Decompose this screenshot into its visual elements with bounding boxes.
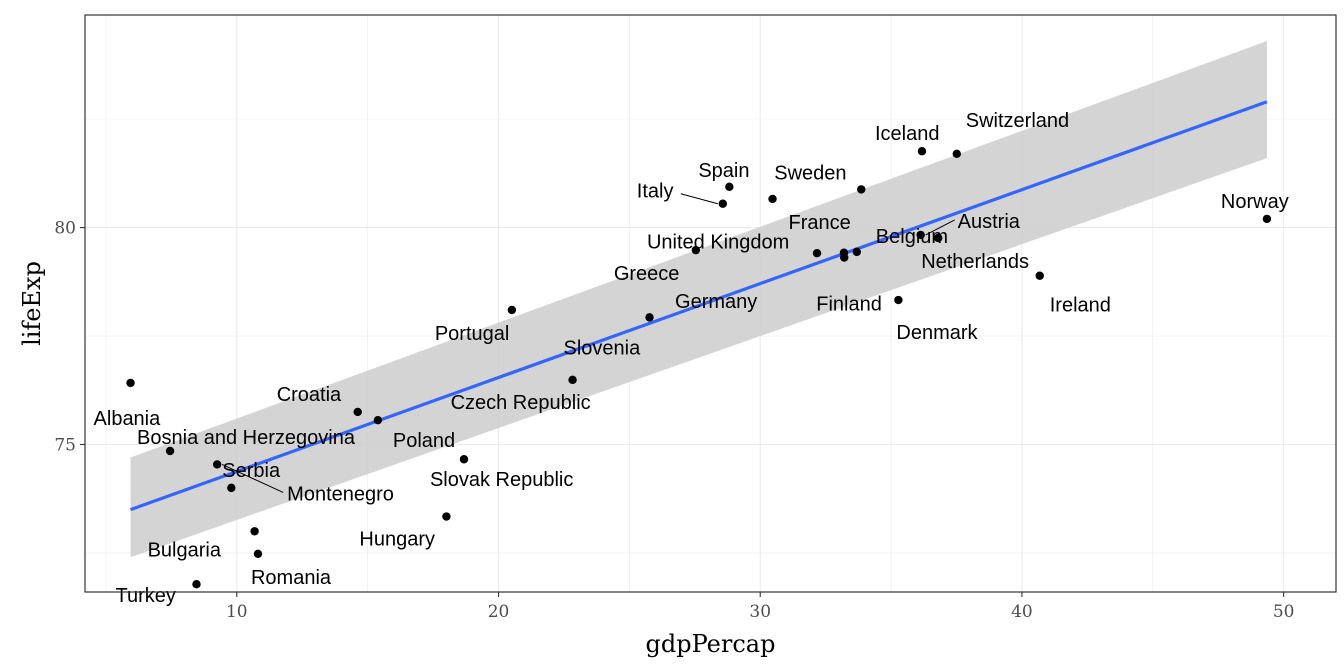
point-label: Spain — [698, 160, 749, 182]
point-label: Bosnia and Herzegovina — [137, 427, 356, 449]
data-point — [568, 375, 577, 385]
y-axis-title: lifeExp — [18, 261, 46, 346]
data-point — [645, 313, 654, 322]
regression-line — [129, 100, 1268, 512]
label-leader-lines — [221, 193, 955, 493]
point-label: Croatia — [277, 384, 342, 406]
point-label: Netherlands — [921, 251, 1029, 273]
confidence-band — [130, 41, 1267, 558]
data-point — [126, 378, 135, 388]
data-point — [165, 446, 175, 456]
data-point — [916, 230, 925, 240]
point-label: Belgium — [876, 226, 948, 248]
point-label: Montenegro — [287, 483, 394, 505]
x-tick-label: 10 — [226, 602, 248, 622]
data-point — [894, 295, 903, 305]
point-label: Slovak Republic — [430, 469, 573, 491]
regression-line-path — [129, 100, 1268, 512]
point-label: Hungary — [359, 529, 435, 551]
data-point — [373, 416, 383, 425]
point-label: Turkey — [115, 585, 175, 607]
point-label: Sweden — [774, 162, 846, 184]
point-label: France — [789, 212, 851, 234]
point-label: Ireland — [1050, 295, 1111, 317]
data-point — [840, 253, 849, 262]
data-point — [691, 245, 701, 255]
data-point — [459, 455, 469, 464]
axes: 10 20 30 40 50 75 80 — [54, 219, 1294, 622]
data-point — [933, 233, 943, 243]
point-label: Italy — [637, 181, 674, 203]
point-label: Poland — [393, 430, 455, 452]
point-label: United Kingdom — [647, 232, 789, 254]
point-label: Switzerland — [966, 110, 1069, 132]
data-point — [952, 149, 961, 159]
data-point — [442, 512, 451, 521]
x-tick-label: 20 — [488, 602, 510, 622]
data-point — [725, 182, 734, 191]
panel-border — [84, 14, 1337, 593]
data-point — [227, 483, 236, 493]
point-label: Bulgaria — [148, 539, 222, 561]
point-label: Romania — [251, 567, 332, 589]
x-tick-label: 50 — [1273, 602, 1295, 622]
point-label: Serbia — [222, 460, 281, 482]
y-tick-label: 80 — [54, 219, 76, 239]
data-points — [126, 147, 1272, 589]
leader-line — [925, 219, 955, 236]
point-label: Albania — [94, 408, 162, 430]
data-point — [1262, 214, 1272, 224]
point-label: Czech Republic — [451, 392, 591, 414]
data-point — [917, 147, 927, 156]
point-label: Greece — [614, 263, 680, 285]
leader-line — [680, 193, 718, 205]
data-point — [852, 247, 861, 257]
data-point — [507, 305, 517, 315]
point-label: Austria — [958, 211, 1021, 233]
data-point — [353, 407, 362, 417]
point-label: Denmark — [896, 322, 978, 344]
point-label: Slovenia — [564, 337, 642, 359]
y-tick-label: 75 — [54, 435, 76, 455]
data-point — [1035, 271, 1044, 280]
confidence-band-area — [130, 41, 1267, 558]
data-point — [212, 460, 222, 469]
data-point — [253, 549, 263, 559]
point-label: Iceland — [875, 123, 940, 145]
data-point — [250, 527, 259, 536]
point-label: Portugal — [435, 323, 510, 345]
point-label: Germany — [675, 291, 757, 313]
data-point — [192, 579, 201, 589]
x-tick-label: 40 — [1011, 602, 1033, 622]
data-point — [718, 199, 728, 208]
data-point — [812, 248, 822, 258]
data-point — [857, 185, 866, 194]
point-label: Norway — [1221, 191, 1289, 213]
x-axis-title: gdpPercap — [646, 630, 776, 658]
data-point — [768, 194, 777, 204]
point-label: Finland — [816, 294, 882, 316]
x-tick-label: 30 — [749, 602, 771, 622]
leader-line — [221, 463, 284, 493]
